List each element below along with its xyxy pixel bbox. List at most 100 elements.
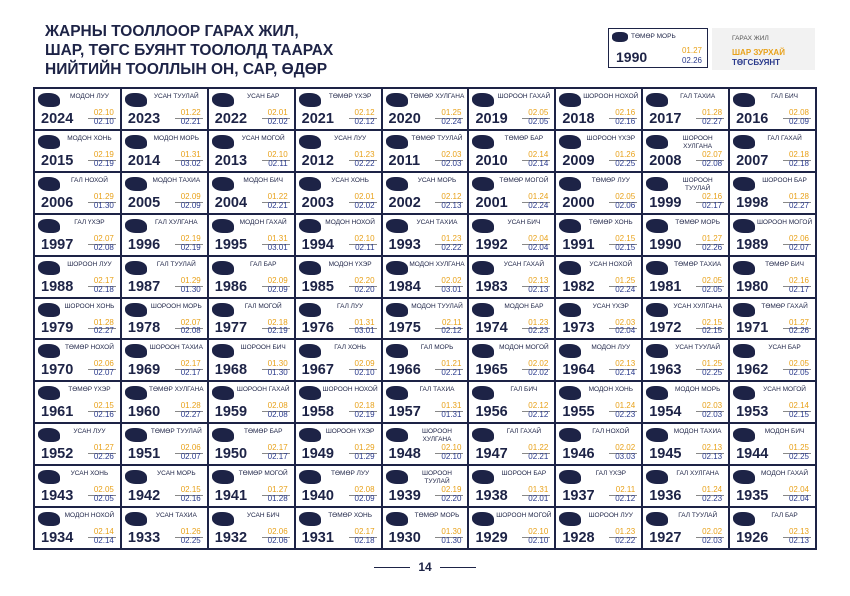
- year-cell: ШОРООН ЛУУ 1928 01.23 02.22: [555, 507, 643, 549]
- animal-icon: [211, 428, 234, 443]
- date-yellow: 01.30: [441, 527, 462, 537]
- cell-year: 2023: [127, 110, 161, 127]
- cell-year: 1983: [475, 278, 508, 295]
- date-yellow: 02.16: [702, 191, 723, 201]
- animal-icon: [211, 176, 234, 191]
- date-blue: 01.29: [354, 452, 375, 462]
- cell-year: 2021: [301, 110, 334, 127]
- cell-year: 1936: [649, 488, 682, 505]
- date-yellow: 01.23: [615, 527, 636, 537]
- year-cell: УСАН МОРЬ 2002 02.12 02.13: [381, 171, 469, 214]
- date-blue: 02.08: [180, 326, 201, 336]
- date-yellow: 02.04: [528, 233, 549, 243]
- date-blue: 02.25: [180, 536, 201, 545]
- cell-year: 2016: [736, 110, 769, 127]
- cell-name: УСАН МОГОЙ: [763, 386, 806, 394]
- animal-icon: [559, 218, 582, 233]
- year-cell: УСАН ГАХАЙ 1983 02.13 02.13: [468, 255, 556, 298]
- date-blue: 03.01: [441, 284, 462, 294]
- separator: [87, 243, 116, 245]
- date-yellow: 02.02: [441, 275, 462, 285]
- cell-year: 1929: [475, 530, 508, 546]
- cell-year: 1972: [649, 320, 682, 337]
- year-cell: ГАЛ БАР 1986 02.09 02.09: [207, 255, 295, 298]
- date-blue: 02.05: [788, 368, 809, 378]
- year-cell: ШОРООН ХОНЬ 1979 01.28 02.27: [34, 297, 121, 340]
- animal-icon: [559, 176, 582, 191]
- year-cell: УСАН ТУУЛАЙ 2023 01.22 02.21: [120, 88, 208, 130]
- date-blue: 01.30: [180, 284, 201, 294]
- separator: [782, 327, 811, 329]
- year-cell: ТӨМӨР БАР 1950 02.17 02.17: [207, 423, 295, 466]
- year-cell: ТӨМӨР МОРЬ 1990 01.27 02.26: [642, 213, 730, 256]
- date-yellow: 02.10: [441, 443, 462, 453]
- cell-year: 1955: [562, 404, 595, 421]
- date-yellow: 01.31: [354, 317, 375, 327]
- year-cell: МОДОН ХУЛГАНА 1984 02.02 03.01: [381, 255, 469, 298]
- cell-name: ШОРООН ХУЛГАНА: [421, 428, 452, 444]
- separator: [348, 453, 377, 455]
- cell-name: МОДОН МОРЬ: [153, 134, 199, 142]
- date-yellow: 02.17: [267, 443, 288, 453]
- year-cell: ШОРООН ГАХАЙ 2019 02.05 02.05: [468, 88, 556, 130]
- cell-name: МОДОН ҮХЭР: [328, 260, 372, 268]
- date-yellow: 02.17: [93, 275, 114, 285]
- animal-icon: [298, 176, 321, 191]
- separator: [782, 369, 811, 371]
- cell-name: ТӨМӨР МОРЬ: [414, 512, 460, 520]
- date-blue: 02.06: [267, 536, 288, 545]
- date-yellow: 02.05: [93, 485, 114, 495]
- date-yellow: 01.23: [528, 317, 549, 327]
- cell-name: ШОРООН ХОНЬ: [64, 302, 115, 310]
- date-blue: 02.13: [788, 536, 809, 545]
- cell-name: ГАЛ ХУЛГАНА: [676, 470, 719, 478]
- year-cell: ШОРООН ҮХЭР 1949 01.29 01.29: [294, 423, 382, 466]
- cell-name: ГАЛ БИЧ: [510, 386, 538, 394]
- year-cell: ГАЛ ХУЛГАНА 1996 02.19 02.19: [120, 213, 208, 256]
- cell-year: 1954: [649, 404, 682, 421]
- cell-name: ТӨМӨР ҮХЭР: [328, 93, 372, 100]
- year-cell: ГАЛ ГАХАЙ 1947 01.22 02.21: [468, 423, 556, 466]
- animal-icon: [385, 93, 408, 107]
- animal-icon: [472, 470, 495, 485]
- date-yellow: 02.11: [442, 317, 462, 327]
- date-yellow: 01.31: [441, 401, 462, 411]
- cell-year: 1979: [41, 320, 74, 337]
- cell-year: 1940: [301, 488, 334, 505]
- date-blue: 02.22: [354, 158, 375, 168]
- cell-name: ШОРООН ТАХИА: [149, 344, 203, 352]
- separator: [782, 453, 811, 455]
- year-cell: ШОРООН НОХОЙ 2018 02.16 02.16: [555, 88, 643, 130]
- cell-year: 2001: [475, 194, 508, 211]
- separator: [435, 118, 464, 119]
- cell-name: ГАЛ НОХОЙ: [592, 428, 630, 436]
- date-yellow: 01.23: [441, 233, 462, 243]
- separator: [696, 243, 725, 245]
- date-blue: 02.18: [788, 158, 809, 168]
- cell-name: УСАН МОРЬ: [157, 470, 196, 478]
- separator: [522, 118, 551, 119]
- date-yellow: 02.13: [528, 275, 549, 285]
- cell-name: УСАН МОРЬ: [417, 176, 457, 184]
- year-cell: ГАЛ ТАХИА 2017 01.28 02.27: [642, 88, 730, 130]
- year-cell: ШОРООН ТАХИА 1969 02.17 02.17: [120, 339, 208, 382]
- date-yellow: 02.07: [702, 149, 723, 159]
- year-cell: ГАЛ ХОНЬ 1967 02.09 02.10: [294, 339, 382, 382]
- date-yellow: 01.30: [267, 359, 288, 369]
- separator: [261, 537, 290, 539]
- year-cell: ШОРООН МОГОЙ 1929 02.10 02.10: [468, 507, 556, 549]
- separator: [522, 495, 551, 497]
- year-cell: ГАЛ БАР 1926 02.13 02.13: [729, 507, 816, 549]
- separator: [174, 285, 203, 287]
- separator: [174, 411, 203, 413]
- icon: [612, 32, 628, 42]
- date-blue: 02.09: [180, 200, 201, 210]
- cell-year: 1986: [214, 278, 248, 295]
- date-blue: 02.11: [268, 158, 288, 168]
- separator: [348, 201, 377, 203]
- separator: [522, 327, 551, 329]
- cell-year: 1948: [388, 446, 421, 463]
- separator: [522, 159, 551, 161]
- cell-name: ГАЛ ТАХИА: [419, 386, 455, 394]
- date-blue: 02.21: [528, 452, 549, 462]
